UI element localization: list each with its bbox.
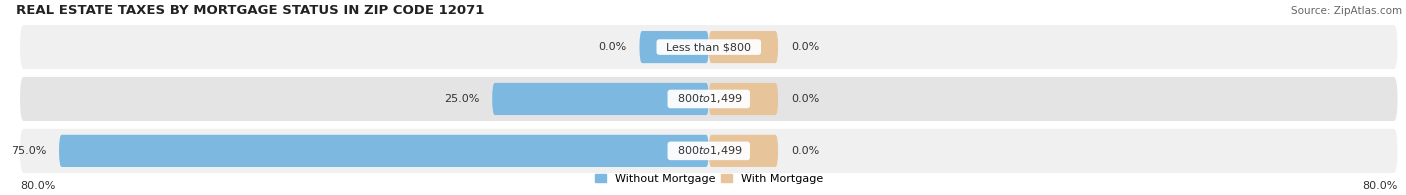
Legend: Without Mortgage, With Mortgage: Without Mortgage, With Mortgage xyxy=(595,174,823,184)
Text: REAL ESTATE TAXES BY MORTGAGE STATUS IN ZIP CODE 12071: REAL ESTATE TAXES BY MORTGAGE STATUS IN … xyxy=(15,4,484,17)
Text: 0.0%: 0.0% xyxy=(598,42,627,52)
FancyBboxPatch shape xyxy=(709,135,778,167)
FancyBboxPatch shape xyxy=(709,83,778,115)
FancyBboxPatch shape xyxy=(492,83,709,115)
FancyBboxPatch shape xyxy=(640,31,709,63)
Text: 75.0%: 75.0% xyxy=(11,146,46,156)
Text: 80.0%: 80.0% xyxy=(1362,181,1398,191)
Text: 80.0%: 80.0% xyxy=(20,181,55,191)
FancyBboxPatch shape xyxy=(20,129,1398,173)
FancyBboxPatch shape xyxy=(709,31,778,63)
FancyBboxPatch shape xyxy=(20,25,1398,69)
Text: Source: ZipAtlas.com: Source: ZipAtlas.com xyxy=(1291,5,1402,16)
Text: 0.0%: 0.0% xyxy=(792,146,820,156)
Text: Less than $800: Less than $800 xyxy=(659,42,758,52)
Text: $800 to $1,499: $800 to $1,499 xyxy=(671,92,747,105)
FancyBboxPatch shape xyxy=(20,77,1398,121)
Text: 0.0%: 0.0% xyxy=(792,94,820,104)
Text: $800 to $1,499: $800 to $1,499 xyxy=(671,144,747,157)
FancyBboxPatch shape xyxy=(59,135,709,167)
Text: 25.0%: 25.0% xyxy=(444,94,479,104)
Text: 0.0%: 0.0% xyxy=(792,42,820,52)
